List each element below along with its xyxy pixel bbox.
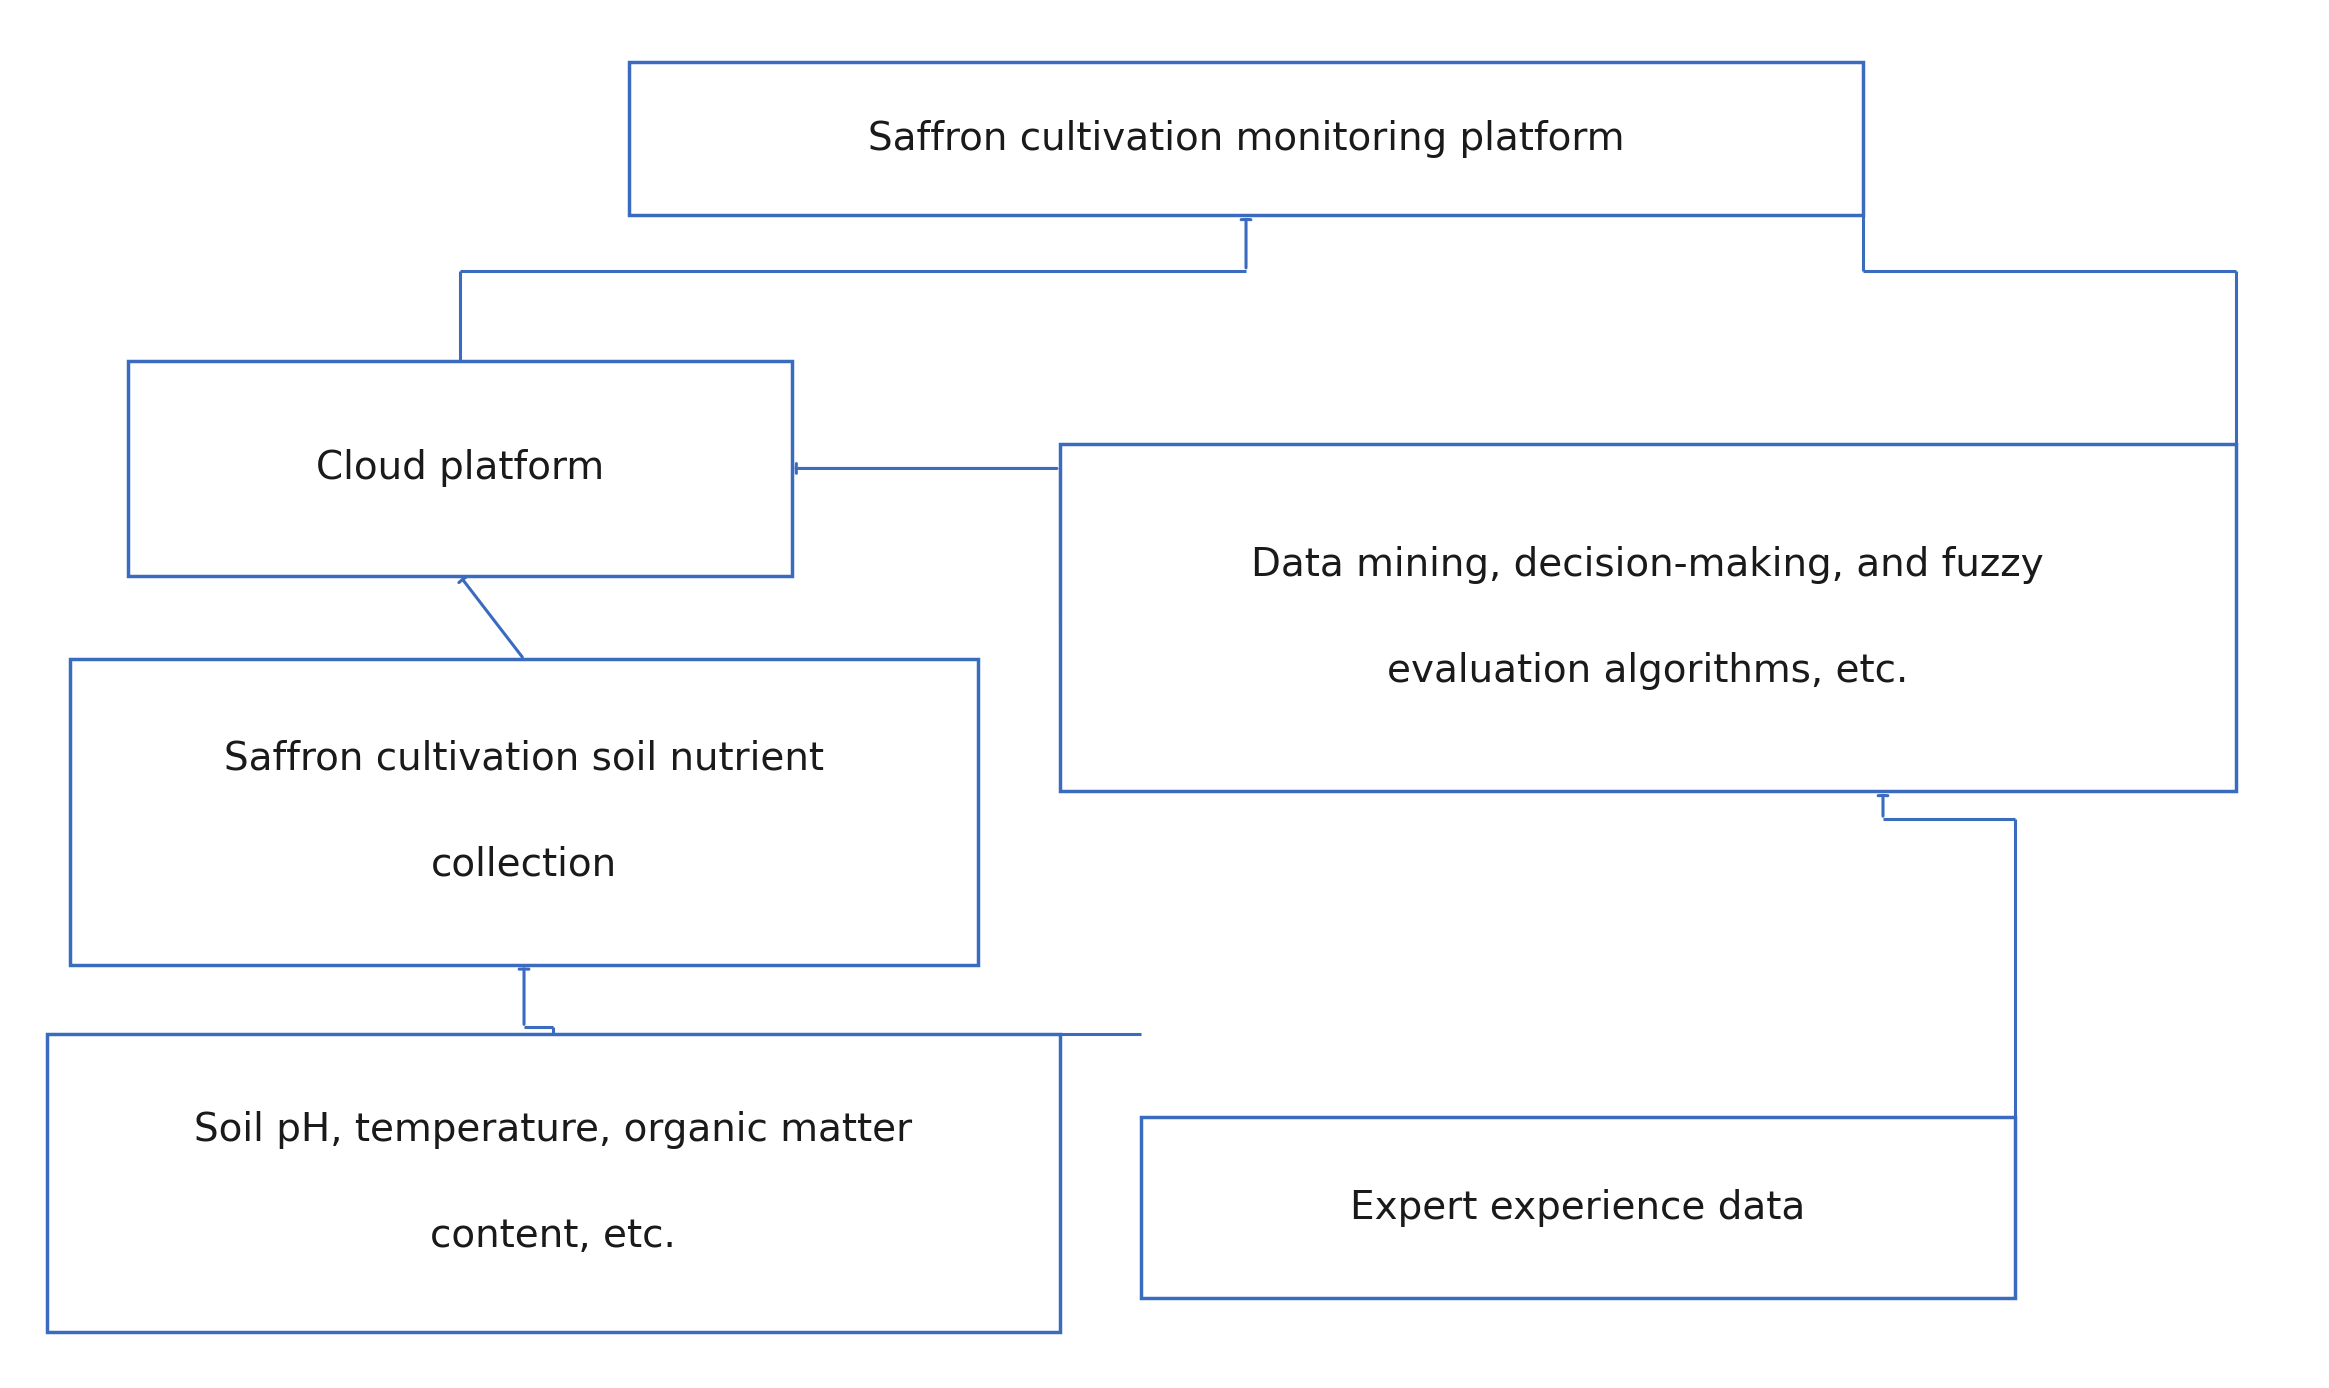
FancyBboxPatch shape bbox=[128, 361, 792, 576]
Text: Cloud platform: Cloud platform bbox=[317, 450, 603, 487]
Text: Saffron cultivation soil nutrient

collection: Saffron cultivation soil nutrient collec… bbox=[224, 740, 824, 884]
Text: Expert experience data: Expert experience data bbox=[1351, 1188, 1805, 1227]
FancyBboxPatch shape bbox=[1060, 444, 2236, 791]
FancyBboxPatch shape bbox=[47, 1034, 1060, 1332]
FancyBboxPatch shape bbox=[629, 62, 1863, 215]
Text: Data mining, decision-making, and fuzzy

evaluation algorithms, etc.: Data mining, decision-making, and fuzzy … bbox=[1251, 545, 2045, 690]
FancyBboxPatch shape bbox=[70, 659, 978, 965]
Text: Soil pH, temperature, organic matter

content, etc.: Soil pH, temperature, organic matter con… bbox=[193, 1112, 913, 1255]
Text: Saffron cultivation monitoring platform: Saffron cultivation monitoring platform bbox=[869, 119, 1623, 158]
FancyBboxPatch shape bbox=[1141, 1117, 2015, 1298]
